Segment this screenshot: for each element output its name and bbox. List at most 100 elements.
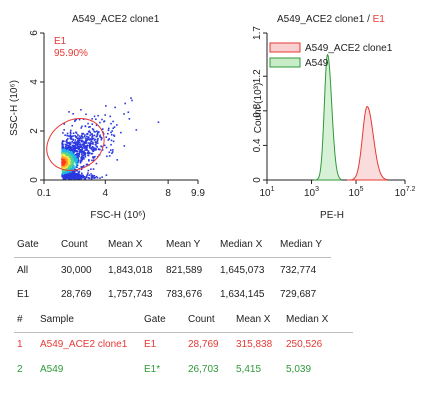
scatter-plot[interactable]: 0.1 4 8 9.9 0 2 4 6 E1 95.90% FSC-H (10⁶) SSC-H…	[0, 0, 215, 230]
scatter-point	[77, 148, 80, 151]
scatter-point	[81, 157, 84, 159]
scatter-point	[76, 145, 79, 148]
histogram-legend[interactable]: A549_ACE2 clone1 A549	[269, 42, 393, 69]
scatter-point	[78, 167, 81, 170]
scatter-point	[69, 132, 72, 135]
scatter-point	[89, 131, 92, 134]
scatter-point	[128, 118, 131, 120]
scatter-point	[76, 157, 79, 159]
scatter-point	[61, 147, 64, 149]
scatter-point	[80, 168, 83, 171]
scatter-title: A549_ACE2 clone1	[72, 14, 160, 25]
scatter-point	[68, 168, 70, 171]
scatter-point	[64, 153, 67, 155]
scatter-point	[74, 141, 76, 143]
scatter-point	[69, 151, 72, 154]
scatter-point	[84, 176, 87, 178]
scatter-point	[86, 173, 89, 176]
scatter-point	[90, 147, 93, 149]
scatter-point	[123, 113, 125, 115]
scatter-point	[75, 161, 78, 164]
scatter-point	[101, 176, 103, 178]
scatter-point	[74, 145, 77, 148]
table-row[interactable]: 2 A549 E1* 26,703 5,415 5,039	[0, 364, 430, 378]
scatter-point	[96, 146, 99, 148]
scatter-point	[72, 147, 75, 150]
scatter-point	[108, 138, 111, 140]
scatter-point	[89, 139, 91, 141]
sample-col-count: Count	[188, 314, 215, 325]
scatter-point	[91, 133, 93, 135]
histogram-plot[interactable]: 101 103 105 107.2 0 0.4 0.8 1.2 1.7 A549_ACE2 cl…	[245, 0, 430, 230]
scatter-point	[66, 166, 69, 168]
scatter-point	[95, 148, 98, 150]
scatter-point	[96, 142, 99, 144]
scatter-point	[78, 147, 80, 150]
scatter-point	[64, 167, 66, 170]
mean-x-cell: 1,843,018	[108, 265, 153, 276]
scatter-point	[79, 143, 82, 146]
scatter-point	[73, 177, 75, 180]
scatter-point	[76, 137, 79, 140]
scatter-point	[70, 136, 72, 138]
scatter-point	[69, 146, 72, 149]
scatter-point	[69, 143, 72, 146]
scatter-point	[84, 125, 87, 128]
table-row[interactable]: 1 A549_ACE2 clone1 E1 28,769 315,838 250…	[0, 339, 430, 353]
scatter-point	[109, 149, 112, 151]
scatter-point	[107, 127, 110, 130]
scatter-point	[75, 175, 77, 178]
scatter-point	[63, 148, 66, 150]
scatter-point	[61, 169, 64, 172]
gate-e1-ellipse[interactable]	[37, 108, 113, 180]
scatter-point	[71, 155, 73, 158]
scatter-point	[96, 140, 99, 143]
scatter-point	[91, 128, 94, 130]
scatter-point	[74, 156, 77, 159]
table-row[interactable]: All 30,000 1,843,018 821,589 1,645,073 7…	[0, 265, 430, 279]
scatter-point	[111, 130, 114, 132]
scatter-point	[86, 133, 88, 135]
scatter-point	[67, 158, 70, 160]
scatter-point	[65, 177, 67, 180]
table-row[interactable]: E1 28,769 1,757,743 783,676 1,634,145 72…	[0, 289, 430, 303]
scatter-point	[93, 159, 95, 162]
scatter-point	[80, 151, 83, 154]
scatter-point	[101, 149, 104, 151]
scatter-point	[74, 139, 77, 141]
scatter-point	[90, 152, 93, 155]
scatter-point	[68, 174, 71, 176]
scatter-point	[81, 149, 83, 151]
scatter-point	[81, 153, 83, 156]
scatter-point	[99, 177, 101, 179]
scatter-point	[65, 168, 68, 170]
scatter-point	[74, 160, 77, 163]
scatter-point	[74, 154, 77, 156]
scatter-point	[66, 163, 69, 166]
median-x-cell: 250,526	[286, 339, 323, 350]
gate-e1[interactable]	[37, 108, 113, 180]
scatter-point	[82, 132, 85, 135]
scatter-point	[72, 141, 74, 144]
scatter-point	[63, 154, 66, 157]
scatter-point	[74, 147, 77, 150]
scatter-point	[92, 141, 94, 144]
scatter-point	[65, 172, 68, 175]
scatter-point	[105, 136, 108, 138]
scatter-point	[77, 137, 80, 139]
scatter-point	[88, 159, 90, 161]
scatter-point	[89, 145, 91, 148]
scatter-point	[75, 146, 77, 149]
scatter-point	[99, 121, 101, 124]
scatter-point	[64, 143, 67, 146]
scatter-point	[87, 151, 89, 154]
scatter-point	[64, 161, 67, 164]
scatter-point	[105, 146, 108, 149]
scatter-point	[95, 124, 98, 127]
scatter-point	[113, 135, 116, 137]
scatter-point	[77, 146, 80, 148]
scatter-point	[73, 156, 76, 159]
scatter-point	[87, 142, 90, 144]
scatter-point	[107, 129, 110, 132]
scatter-point	[62, 154, 65, 157]
